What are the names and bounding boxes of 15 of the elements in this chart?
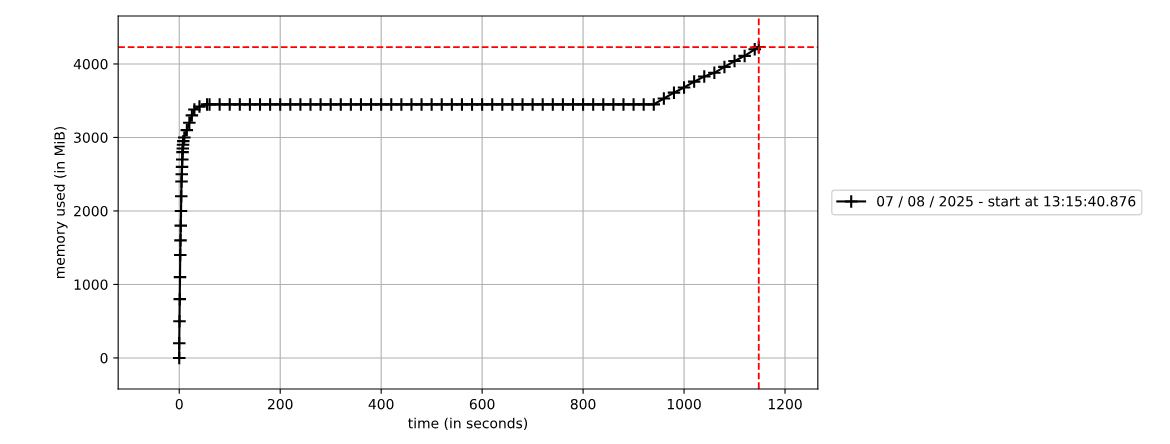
- y-tick-label: 4000: [73, 58, 108, 70]
- x-tick-label: 0: [175, 398, 183, 410]
- y-tick-label: 3000: [74, 132, 108, 143]
- x-tick-label: 400: [368, 398, 394, 410]
- y-tick-label: 2000: [74, 205, 108, 217]
- x-tick-label: 200: [267, 398, 293, 410]
- x-axis-title: time (in seconds): [408, 417, 528, 431]
- x-tick-label: 800: [570, 398, 596, 410]
- legend-label: 07 / 08 / 2025 - start at 13:15:40.876: [877, 195, 1136, 208]
- x-tick-label: 1000: [667, 398, 701, 410]
- y-tick-label: 0: [100, 352, 108, 364]
- y-tick-label: 1000: [74, 279, 108, 290]
- y-axis-title: memory used (in MiB): [54, 126, 68, 278]
- x-tick-label: 600: [469, 398, 495, 410]
- x-tick-label: 1200: [768, 398, 802, 410]
